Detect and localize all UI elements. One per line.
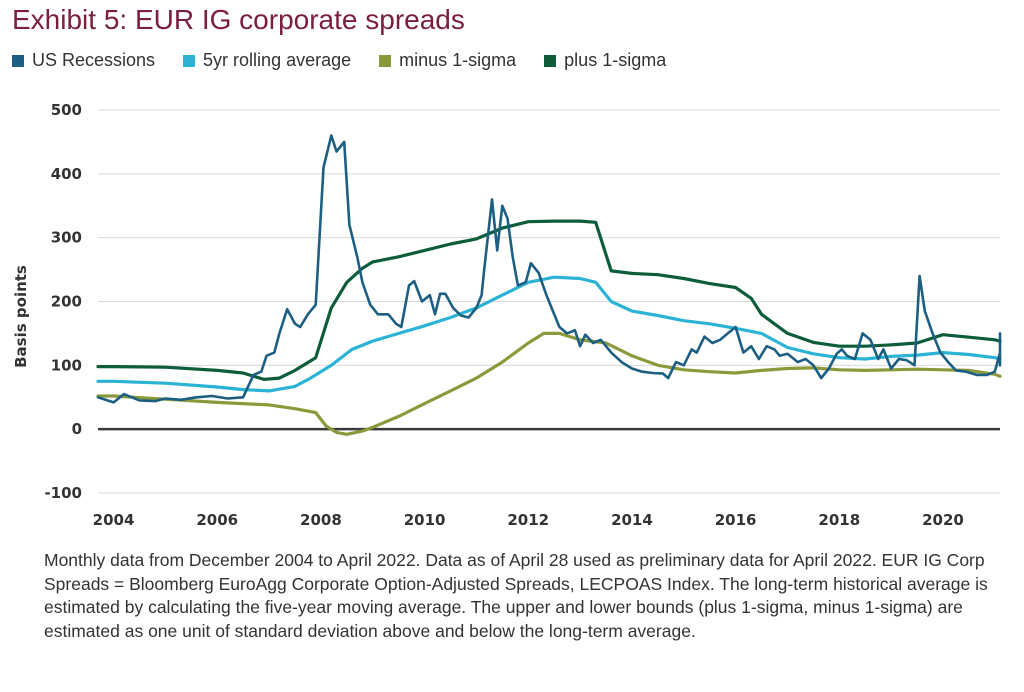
x-axis-ticks: 2004 2006 2008 2010 2012 2014 2016 2018 2020 bbox=[93, 511, 964, 529]
line-chart: -100 0 100 200 300 400 500 2004 2006 2008 2010 201… bbox=[12, 101, 1002, 529]
legend-item-minus-1-sigma: minus 1-sigma bbox=[379, 50, 516, 71]
y-axis-title: Basis points bbox=[12, 265, 30, 368]
legend-item-us-recessions: US Recessions bbox=[12, 50, 155, 71]
legend-label-plus-1-sigma: plus 1-sigma bbox=[564, 50, 667, 70]
series-line-us-recessions bbox=[96, 134, 1002, 404]
x-tick-label: 2004 bbox=[93, 511, 135, 529]
legend: US Recessions 5yr rolling average minus … bbox=[12, 50, 694, 71]
legend-label-5yr-rolling-average: 5yr rolling average bbox=[203, 50, 352, 70]
y-tick-label: 200 bbox=[51, 293, 82, 311]
legend-item-plus-1-sigma: plus 1-sigma bbox=[544, 50, 666, 71]
x-tick-label: 2018 bbox=[818, 511, 860, 529]
series-line-5yr-rolling-average bbox=[96, 275, 1002, 393]
series-line-minus-1-sigma bbox=[96, 331, 1002, 436]
legend-label-us-recessions: US Recessions bbox=[32, 50, 156, 70]
legend-swatch-plus-1-sigma bbox=[544, 54, 557, 67]
y-tick-label: 300 bbox=[51, 229, 82, 247]
footnote: Monthly data from December 2004 to April… bbox=[44, 550, 988, 641]
y-tick-label: 100 bbox=[51, 356, 82, 374]
x-tick-label: 2020 bbox=[922, 511, 964, 529]
legend-swatch-us-recessions bbox=[12, 54, 24, 67]
y-tick-label: 400 bbox=[51, 165, 82, 183]
x-tick-label: 2012 bbox=[507, 511, 549, 529]
x-tick-label: 2016 bbox=[715, 511, 757, 529]
legend-item-5yr-rolling-average: 5yr rolling average bbox=[183, 50, 351, 71]
legend-label-minus-1-sigma: minus 1-sigma bbox=[399, 50, 517, 70]
y-axis-ticks: -100 0 100 200 300 400 500 bbox=[44, 101, 82, 502]
legend-swatch-minus-1-sigma bbox=[379, 54, 392, 67]
chart-title: Exhibit 5: EUR IG corporate spreads bbox=[12, 4, 465, 35]
series-line-plus-1-sigma bbox=[96, 219, 1002, 381]
x-tick-label: 2010 bbox=[404, 511, 446, 529]
legend-swatch-5yr-rolling-average bbox=[183, 54, 196, 67]
x-tick-label: 2006 bbox=[196, 511, 238, 529]
y-tick-label: 0 bbox=[72, 420, 82, 438]
x-tick-label: 2008 bbox=[300, 511, 342, 529]
x-tick-label: 2014 bbox=[611, 511, 653, 529]
series-group bbox=[96, 134, 1002, 436]
y-tick-label: 500 bbox=[51, 101, 82, 119]
y-tick-label: -100 bbox=[44, 484, 82, 502]
